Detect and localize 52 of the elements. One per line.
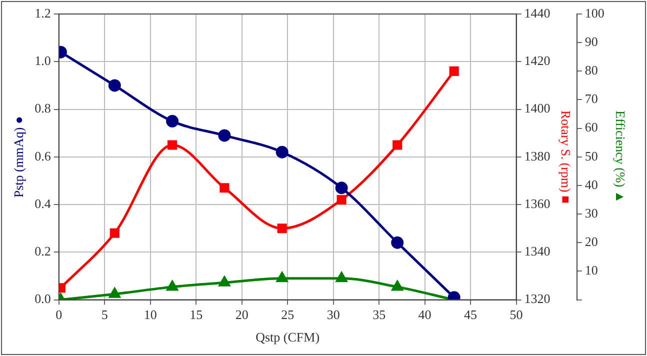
x-tick-label: 35 [372, 307, 386, 322]
y2-tick-label: 1420 [524, 53, 550, 68]
y2-axis-title: Rotary S. (rpm) ■ [558, 110, 574, 204]
y2-tick-label: 1400 [524, 100, 550, 116]
y-tick-label: 1.2 [34, 5, 51, 20]
y3-tick-label: 10 [584, 262, 598, 278]
point [335, 182, 348, 194]
point [449, 66, 459, 76]
x-tick-label: 10 [144, 307, 157, 322]
y-tick-label: 0.6 [34, 148, 52, 164]
y3-tick-label: 60 [584, 120, 598, 135]
x-tick-label: 50 [510, 307, 523, 322]
y2-tick-label: 1360 [524, 196, 550, 211]
y2-tick-label: 1340 [524, 244, 550, 259]
y-tick-label: 0.2 [34, 244, 51, 259]
y3-tick-label: 20 [584, 234, 598, 250]
point [220, 183, 230, 193]
x-tick-label: 0 [56, 307, 62, 322]
x-tick-label: 45 [464, 307, 478, 322]
point [168, 140, 178, 150]
y3-tick-label: 70 [584, 91, 598, 106]
x-tick-label: 25 [281, 307, 294, 322]
y3-axis-title: Efficiency (%) ▲ [612, 110, 628, 204]
point [110, 228, 120, 238]
y3-tick-label: 30 [584, 205, 598, 220]
y2-tick-label: 1320 [524, 291, 550, 306]
x-tick-label: 20 [235, 307, 248, 322]
point [392, 140, 402, 150]
y-tick-label: 0.0 [34, 291, 51, 306]
point [276, 146, 288, 158]
point [108, 79, 121, 92]
y2-tick-label: 1380 [524, 148, 550, 164]
x-tick-label: 30 [326, 307, 340, 322]
y3-tick-label: 90 [584, 34, 598, 49]
point [166, 114, 179, 128]
x-tick-label: 5 [101, 307, 108, 322]
y3-tick-label: 50 [584, 148, 598, 164]
point [391, 236, 404, 249]
y3-tick-label: 40 [584, 176, 598, 192]
point [218, 129, 231, 142]
y3-tick-label: 80 [584, 62, 598, 78]
y-tick-label: 0.8 [34, 100, 51, 116]
x-axis-title: Qstp (CFM) [256, 330, 320, 345]
point [277, 224, 287, 234]
y-tick-label: 0.4 [34, 196, 52, 211]
y3-tick-label: 100 [584, 5, 604, 20]
point [336, 194, 346, 205]
x-tick-label: 15 [190, 307, 203, 322]
y2-tick-label: 1440 [524, 5, 550, 20]
x-tick-label: 40 [418, 307, 432, 322]
y-tick-label: 1.0 [34, 53, 51, 68]
y-axis-title: Pstp (mmAq) ● [11, 116, 26, 198]
